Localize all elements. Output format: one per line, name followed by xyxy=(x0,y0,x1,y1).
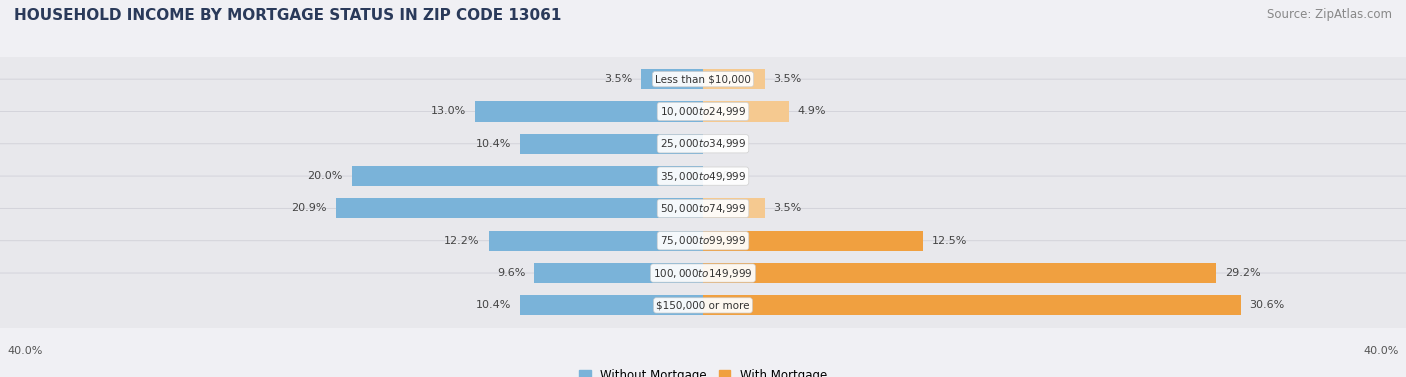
Text: 13.0%: 13.0% xyxy=(430,106,465,116)
Text: 40.0%: 40.0% xyxy=(7,346,42,356)
Text: 30.6%: 30.6% xyxy=(1250,300,1285,310)
Bar xyxy=(352,166,703,186)
Bar xyxy=(641,69,703,89)
Text: Source: ZipAtlas.com: Source: ZipAtlas.com xyxy=(1267,8,1392,20)
FancyBboxPatch shape xyxy=(0,47,1406,112)
FancyBboxPatch shape xyxy=(0,79,1406,144)
FancyBboxPatch shape xyxy=(0,273,1406,338)
Bar xyxy=(703,69,765,89)
Text: 4.9%: 4.9% xyxy=(799,106,827,116)
Text: $75,000 to $99,999: $75,000 to $99,999 xyxy=(659,234,747,247)
FancyBboxPatch shape xyxy=(0,112,1406,176)
Text: 3.5%: 3.5% xyxy=(605,74,633,84)
FancyBboxPatch shape xyxy=(0,241,1406,305)
Text: 12.2%: 12.2% xyxy=(444,236,479,246)
Bar xyxy=(475,101,703,121)
Bar xyxy=(703,101,789,121)
Text: $150,000 or more: $150,000 or more xyxy=(657,300,749,310)
Bar xyxy=(534,263,703,283)
Legend: Without Mortgage, With Mortgage: Without Mortgage, With Mortgage xyxy=(579,369,827,377)
Text: 3.5%: 3.5% xyxy=(773,74,801,84)
Text: 40.0%: 40.0% xyxy=(1364,346,1399,356)
FancyBboxPatch shape xyxy=(0,144,1406,208)
Bar xyxy=(336,198,703,218)
Bar xyxy=(703,295,1241,316)
Bar xyxy=(703,198,765,218)
Bar xyxy=(489,231,703,251)
Bar xyxy=(703,263,1216,283)
Text: 10.4%: 10.4% xyxy=(477,300,512,310)
Text: 3.5%: 3.5% xyxy=(773,204,801,213)
FancyBboxPatch shape xyxy=(0,208,1406,273)
Text: $35,000 to $49,999: $35,000 to $49,999 xyxy=(659,170,747,182)
Text: $100,000 to $149,999: $100,000 to $149,999 xyxy=(654,267,752,280)
Text: 12.5%: 12.5% xyxy=(932,236,967,246)
Text: 0.0%: 0.0% xyxy=(711,171,740,181)
Text: 0.0%: 0.0% xyxy=(711,139,740,149)
Text: 20.0%: 20.0% xyxy=(308,171,343,181)
Bar xyxy=(520,134,703,154)
Text: 10.4%: 10.4% xyxy=(477,139,512,149)
Text: $25,000 to $34,999: $25,000 to $34,999 xyxy=(659,137,747,150)
Text: 20.9%: 20.9% xyxy=(291,204,328,213)
Text: Less than $10,000: Less than $10,000 xyxy=(655,74,751,84)
FancyBboxPatch shape xyxy=(0,176,1406,241)
Text: $10,000 to $24,999: $10,000 to $24,999 xyxy=(659,105,747,118)
Text: HOUSEHOLD INCOME BY MORTGAGE STATUS IN ZIP CODE 13061: HOUSEHOLD INCOME BY MORTGAGE STATUS IN Z… xyxy=(14,8,561,23)
Bar xyxy=(703,231,922,251)
Text: 29.2%: 29.2% xyxy=(1225,268,1261,278)
Text: 9.6%: 9.6% xyxy=(498,268,526,278)
Text: $50,000 to $74,999: $50,000 to $74,999 xyxy=(659,202,747,215)
Bar xyxy=(520,295,703,316)
